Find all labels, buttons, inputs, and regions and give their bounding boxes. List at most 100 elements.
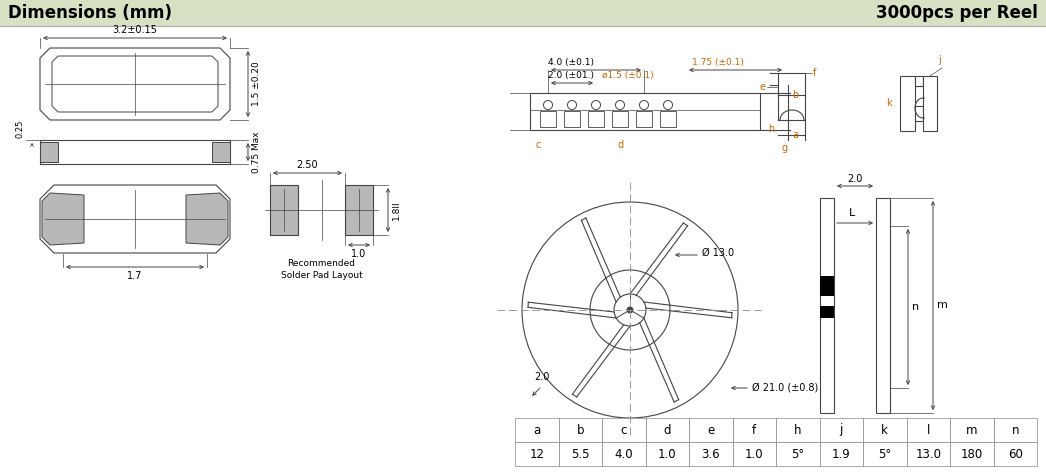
Text: 13.0: 13.0: [915, 447, 941, 460]
Bar: [732, 442, 776, 466]
Bar: [907, 442, 950, 466]
Text: a: a: [792, 130, 798, 140]
Circle shape: [627, 306, 634, 314]
Text: c: c: [535, 140, 541, 150]
Text: 1.0: 1.0: [351, 249, 367, 259]
Text: b: b: [792, 90, 798, 100]
Polygon shape: [186, 193, 228, 245]
Bar: [819, 418, 863, 442]
Text: j: j: [840, 424, 843, 437]
Bar: [559, 418, 602, 442]
Bar: [515, 418, 559, 442]
Bar: [820, 276, 834, 296]
Bar: [660, 111, 676, 127]
Bar: [270, 185, 298, 235]
Bar: [950, 442, 994, 466]
Bar: [564, 111, 579, 127]
Text: k: k: [882, 424, 888, 437]
Text: 3.2±0.15: 3.2±0.15: [113, 25, 158, 35]
Bar: [602, 418, 645, 442]
Bar: [540, 111, 556, 127]
Circle shape: [568, 101, 576, 110]
Text: 1.5 ±0.20: 1.5 ±0.20: [252, 62, 262, 106]
Circle shape: [591, 101, 600, 110]
Polygon shape: [42, 193, 84, 245]
Text: 2.0: 2.0: [535, 372, 549, 382]
Bar: [602, 442, 645, 466]
Text: j: j: [938, 55, 940, 65]
Bar: [907, 418, 950, 442]
Circle shape: [639, 101, 649, 110]
Polygon shape: [40, 185, 230, 253]
Circle shape: [590, 270, 670, 350]
Text: 2.0: 2.0: [847, 174, 863, 184]
Bar: [40, 140, 230, 164]
Text: e: e: [707, 424, 714, 437]
Bar: [950, 418, 994, 442]
Text: Recommended
Solder Pad Layout: Recommended Solder Pad Layout: [280, 259, 362, 280]
Text: g: g: [782, 143, 788, 153]
Text: 1.75 (±0.1): 1.75 (±0.1): [692, 58, 744, 67]
Bar: [819, 442, 863, 466]
Text: f: f: [752, 424, 756, 437]
Text: d: d: [618, 140, 624, 150]
Text: a: a: [533, 424, 541, 437]
Text: 4.0 (±0.1): 4.0 (±0.1): [548, 58, 594, 67]
Text: 4.0: 4.0: [614, 447, 633, 460]
Text: l: l: [927, 424, 930, 437]
Text: 0.75 Max: 0.75 Max: [252, 131, 262, 173]
Text: h: h: [768, 124, 774, 134]
Bar: [923, 76, 937, 131]
Bar: [820, 198, 834, 413]
Polygon shape: [40, 48, 230, 120]
Text: Dimensions (mm): Dimensions (mm): [8, 4, 172, 22]
Bar: [212, 142, 230, 162]
Bar: [689, 418, 732, 442]
Text: c: c: [620, 424, 627, 437]
Bar: [636, 111, 652, 127]
Text: Ø 13.0: Ø 13.0: [702, 248, 734, 258]
Text: n: n: [912, 302, 919, 312]
Bar: [915, 106, 923, 121]
Bar: [345, 185, 373, 235]
Bar: [530, 93, 760, 130]
Text: 1.0: 1.0: [658, 447, 677, 460]
Text: L: L: [849, 208, 856, 218]
Bar: [863, 418, 907, 442]
Text: d: d: [663, 424, 670, 437]
Text: 60: 60: [1007, 447, 1023, 460]
Bar: [776, 442, 819, 466]
Text: 1.0: 1.0: [745, 447, 764, 460]
Circle shape: [544, 101, 552, 110]
Bar: [732, 418, 776, 442]
Text: 1.9: 1.9: [832, 447, 850, 460]
Text: 3000pcs per Reel: 3000pcs per Reel: [877, 4, 1038, 22]
Circle shape: [614, 294, 646, 326]
Bar: [645, 442, 689, 466]
Circle shape: [522, 202, 738, 418]
Text: 1.8ll: 1.8ll: [392, 200, 401, 220]
Circle shape: [663, 101, 673, 110]
Polygon shape: [52, 56, 218, 112]
Text: 2.0 (±01.): 2.0 (±01.): [548, 71, 594, 80]
Bar: [689, 442, 732, 466]
Text: Ø 21.0 (±0.8): Ø 21.0 (±0.8): [752, 383, 818, 393]
Text: 180: 180: [960, 447, 983, 460]
Text: 5.5: 5.5: [571, 447, 590, 460]
Bar: [994, 442, 1037, 466]
Text: n: n: [1011, 424, 1019, 437]
Bar: [900, 76, 915, 131]
Text: 5°: 5°: [879, 447, 891, 460]
Text: k: k: [886, 98, 891, 108]
Bar: [915, 76, 923, 86]
Text: m: m: [937, 301, 948, 311]
Text: 1.7: 1.7: [128, 271, 142, 281]
Text: m: m: [967, 424, 978, 437]
Bar: [776, 418, 819, 442]
Circle shape: [615, 101, 624, 110]
Bar: [863, 442, 907, 466]
Text: e: e: [760, 82, 766, 92]
Bar: [588, 111, 604, 127]
Bar: [0, 0, 1046, 26]
Bar: [994, 418, 1037, 442]
